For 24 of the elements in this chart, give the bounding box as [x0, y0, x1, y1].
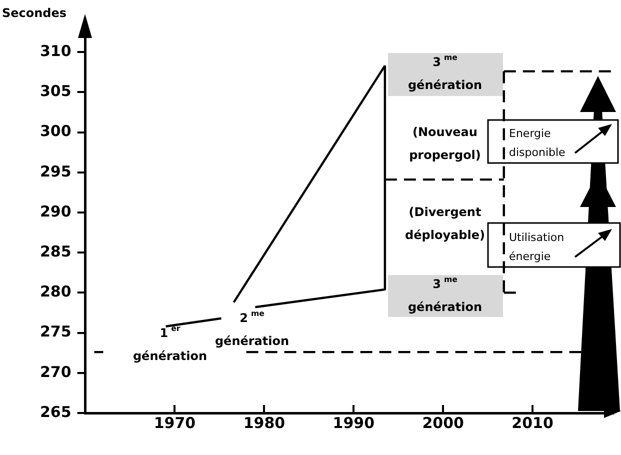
annotation: (Nouveau propergol) — [408, 124, 482, 164]
y-tick-label: 290 — [40, 202, 72, 220]
text: 2$^{me}$ génération — [214, 309, 290, 348]
x-tick-label: 2000 — [422, 414, 464, 432]
annotation: Utilisation énergie — [509, 230, 566, 265]
x-tick-label: 1970 — [154, 414, 196, 432]
y-tick-label: 265 — [40, 402, 72, 421]
y-tick-label: 295 — [40, 162, 72, 180]
text: 3$^{me}$ génération — [408, 275, 482, 314]
y-tick-label: 300 — [40, 122, 72, 140]
x-tick-label: 2010 — [512, 414, 554, 432]
annotation: Energie disponible — [509, 126, 566, 161]
y-tick-label: 275 — [40, 322, 72, 341]
y-axis-title: Secondes — [2, 6, 67, 20]
y-tick-label: 270 — [40, 362, 72, 381]
y-tick-label: 310 — [40, 42, 72, 60]
x-tick-label: 1980 — [243, 414, 286, 432]
y-tick-label: 280 — [40, 282, 72, 301]
y-tick-label: 305 — [40, 82, 72, 100]
text: 3$^{me}$ génération — [408, 53, 482, 92]
text: 1$^{er}$ génération — [132, 324, 208, 363]
annotation: (Divergent déployable) — [404, 204, 486, 244]
x-tick-label: 1990 — [332, 414, 374, 432]
y-tick-label: 285 — [40, 242, 72, 260]
